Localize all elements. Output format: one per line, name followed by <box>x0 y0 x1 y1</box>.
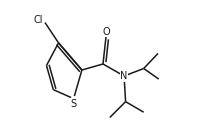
Text: O: O <box>102 27 110 37</box>
Text: N: N <box>120 71 128 81</box>
Text: S: S <box>71 99 77 109</box>
Text: Cl: Cl <box>34 15 43 25</box>
